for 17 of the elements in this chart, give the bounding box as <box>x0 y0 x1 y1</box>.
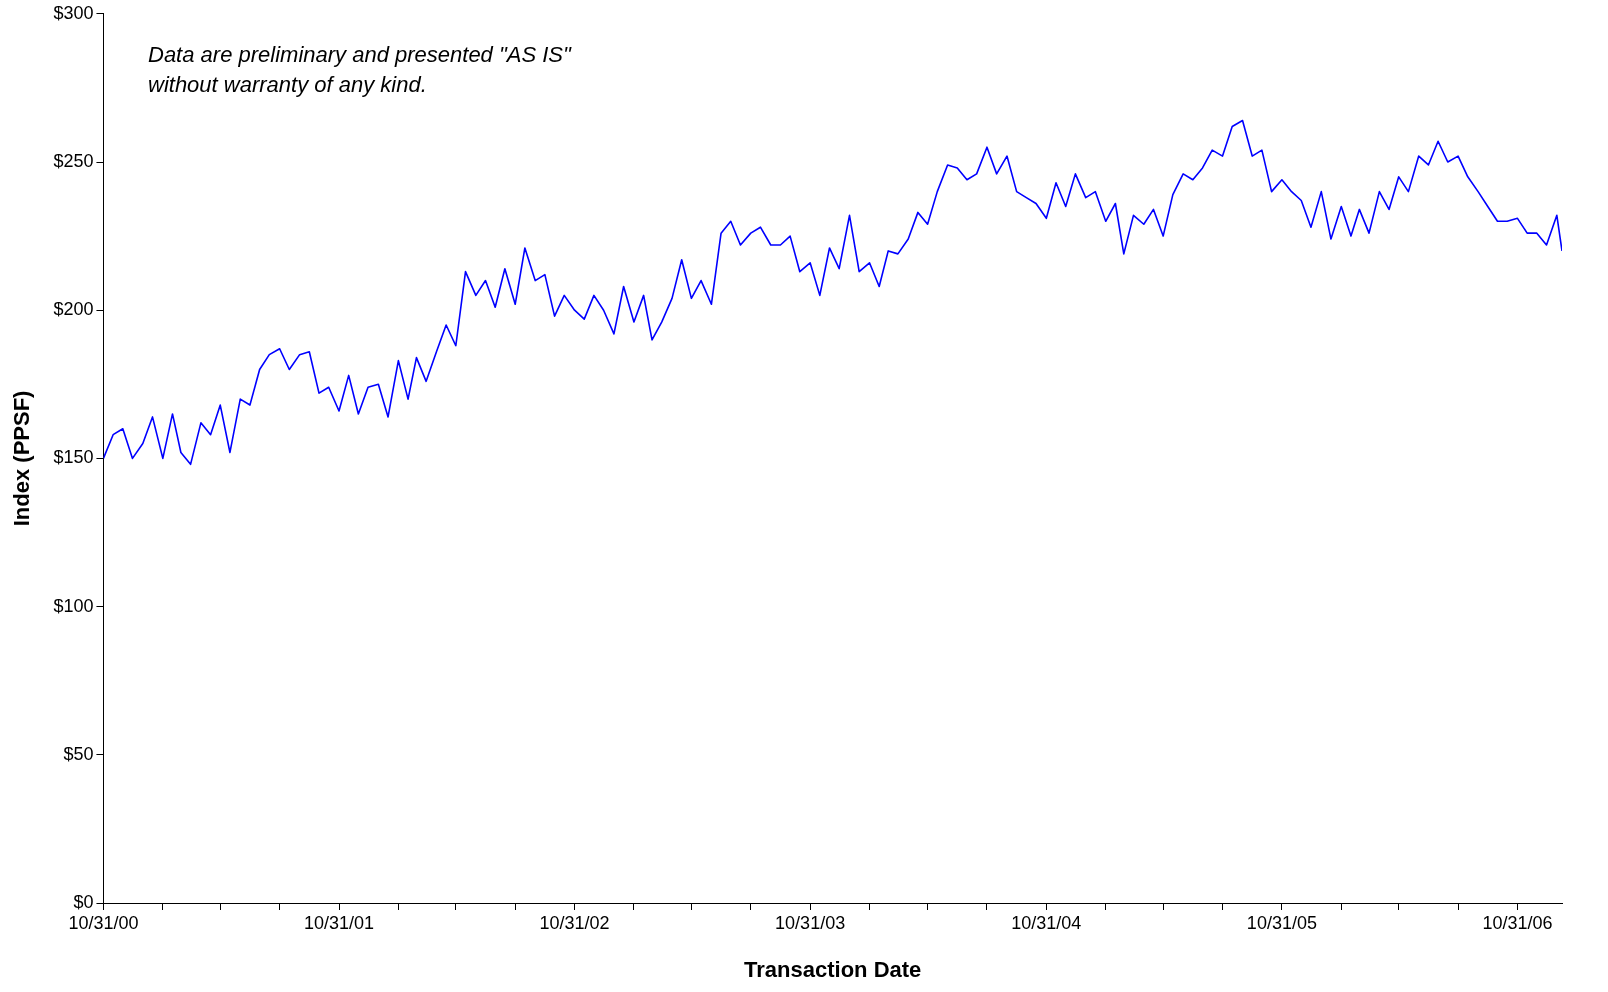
y-tick-label: $0 <box>73 891 94 912</box>
annotation: Data are preliminary and presented "AS IS" without warranty of any kind. <box>148 41 573 99</box>
x-tick-label: 10/31/05 <box>1246 912 1317 933</box>
y-tick-label: $250 <box>53 150 94 171</box>
x-tick-label: 10/31/02 <box>539 912 610 933</box>
x-tick-label: 10/31/01 <box>303 912 375 933</box>
y-tick-label: $150 <box>53 447 94 468</box>
y-tick-label: $200 <box>53 299 94 320</box>
x-tick-label: 10/31/04 <box>1011 912 1082 933</box>
y-tick-label: $50 <box>63 743 94 764</box>
y-tick-label: $300 <box>53 2 94 23</box>
y-axis-title: Index (PPSF) <box>9 390 35 527</box>
x-axis-title: Transaction Date <box>744 956 922 982</box>
x-tick-label: 10/31/06 <box>1482 912 1553 933</box>
y-tick-label: $100 <box>53 595 94 616</box>
x-tick-label: 10/31/03 <box>775 912 846 933</box>
x-tick-label: 10/31/00 <box>68 912 139 933</box>
